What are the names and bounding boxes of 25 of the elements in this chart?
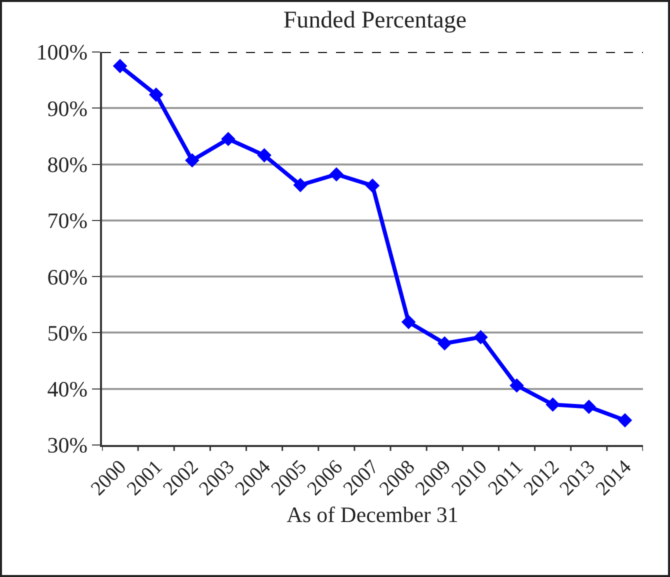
y-tick-label: 60% — [47, 264, 88, 290]
y-tick-label: 40% — [47, 376, 88, 402]
point — [546, 397, 560, 412]
point — [474, 330, 488, 344]
point — [257, 148, 272, 162]
point — [437, 336, 452, 351]
point — [329, 167, 344, 182]
y-tick-label: 100% — [36, 40, 88, 65]
point — [582, 400, 596, 414]
point — [112, 58, 128, 74]
x-axis-title: As of December 31 — [286, 502, 458, 527]
point — [293, 178, 308, 192]
point — [510, 378, 524, 393]
chart-title: Funded Percentage — [283, 7, 467, 34]
point — [401, 314, 416, 330]
point — [221, 132, 236, 146]
point — [185, 153, 200, 168]
y-tick-label: 90% — [47, 96, 88, 121]
y-tick-label: 70% — [47, 208, 88, 234]
point — [618, 413, 632, 428]
y-tick-label: 50% — [47, 320, 88, 346]
y-tick-label: 80% — [47, 152, 88, 177]
y-tick-label: 30% — [47, 432, 88, 458]
point — [148, 88, 164, 102]
point — [365, 178, 380, 193]
